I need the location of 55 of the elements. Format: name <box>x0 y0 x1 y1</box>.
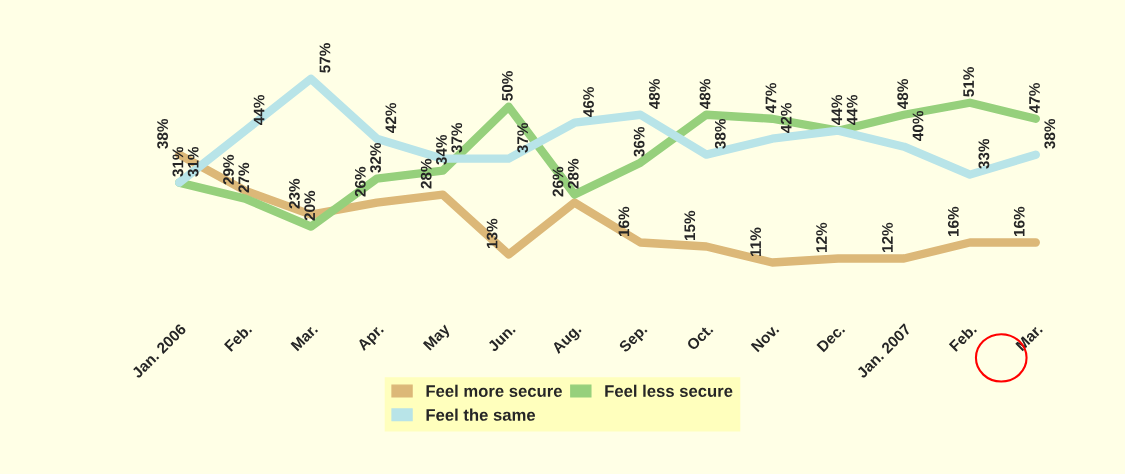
x-tick-label: Jun. <box>487 323 516 353</box>
data-label: 23% <box>288 178 300 209</box>
data-label: 38% <box>1044 118 1056 149</box>
data-label: 37% <box>517 122 529 153</box>
x-tick-label: Sep. <box>618 323 650 356</box>
data-label: 57% <box>319 43 331 73</box>
data-label: 26% <box>552 166 564 197</box>
data-label: 48% <box>897 79 909 109</box>
data-label: 34% <box>436 134 447 165</box>
x-tick-label: Feb. <box>948 323 978 352</box>
data-label: 38% <box>714 118 726 149</box>
x-tick-label: Oct. <box>686 323 714 351</box>
data-label: 48% <box>699 79 711 109</box>
data-label: 40% <box>912 110 924 141</box>
data-label: 47% <box>765 83 777 113</box>
data-label: 38% <box>157 118 169 149</box>
legend-label: Feel more secure <box>426 384 562 397</box>
data-label: 15% <box>684 210 696 240</box>
data-label: 16% <box>1013 206 1025 236</box>
legend-label: Feel the same <box>426 408 536 421</box>
data-label: 13% <box>486 218 498 248</box>
data-label: 16% <box>947 206 959 236</box>
data-label: 33% <box>978 138 990 169</box>
data-label: 11% <box>750 227 762 256</box>
data-label: 36% <box>633 126 645 157</box>
data-label: 12% <box>816 222 827 252</box>
data-label: 42% <box>385 102 397 133</box>
data-label: 44% <box>831 94 843 125</box>
data-label: 31% <box>172 146 184 177</box>
data-label: 29% <box>223 154 234 185</box>
data-label: 32% <box>370 142 381 173</box>
data-label: 28% <box>567 158 579 189</box>
data-label: 47% <box>1029 83 1040 113</box>
legend-label: Feel less secure <box>605 384 733 397</box>
data-label: 46% <box>583 86 594 117</box>
data-label: 44% <box>846 94 858 125</box>
x-tick-label: Feb. <box>223 323 253 352</box>
data-label: 42% <box>780 102 792 133</box>
x-tick-label: Apr. <box>356 323 387 354</box>
x-tick-label: Mar. <box>290 323 319 352</box>
x-tick-label: Dec. <box>816 323 846 353</box>
data-label: 37% <box>451 122 463 153</box>
data-label: 50% <box>501 71 513 101</box>
x-tick-label: Mar. <box>1015 323 1043 352</box>
data-label: 12% <box>882 222 893 252</box>
data-label: 16% <box>618 206 630 236</box>
data-label: 44% <box>253 94 265 125</box>
data-label: 31% <box>187 146 199 177</box>
data-label: 20% <box>304 190 316 221</box>
data-label: 51% <box>963 67 975 97</box>
data-label: 26% <box>354 166 366 197</box>
data-label: 28% <box>420 158 432 189</box>
data-label: 48% <box>649 79 660 109</box>
data-label: 27% <box>238 162 250 193</box>
x-tick-label: Nov. <box>750 323 780 353</box>
